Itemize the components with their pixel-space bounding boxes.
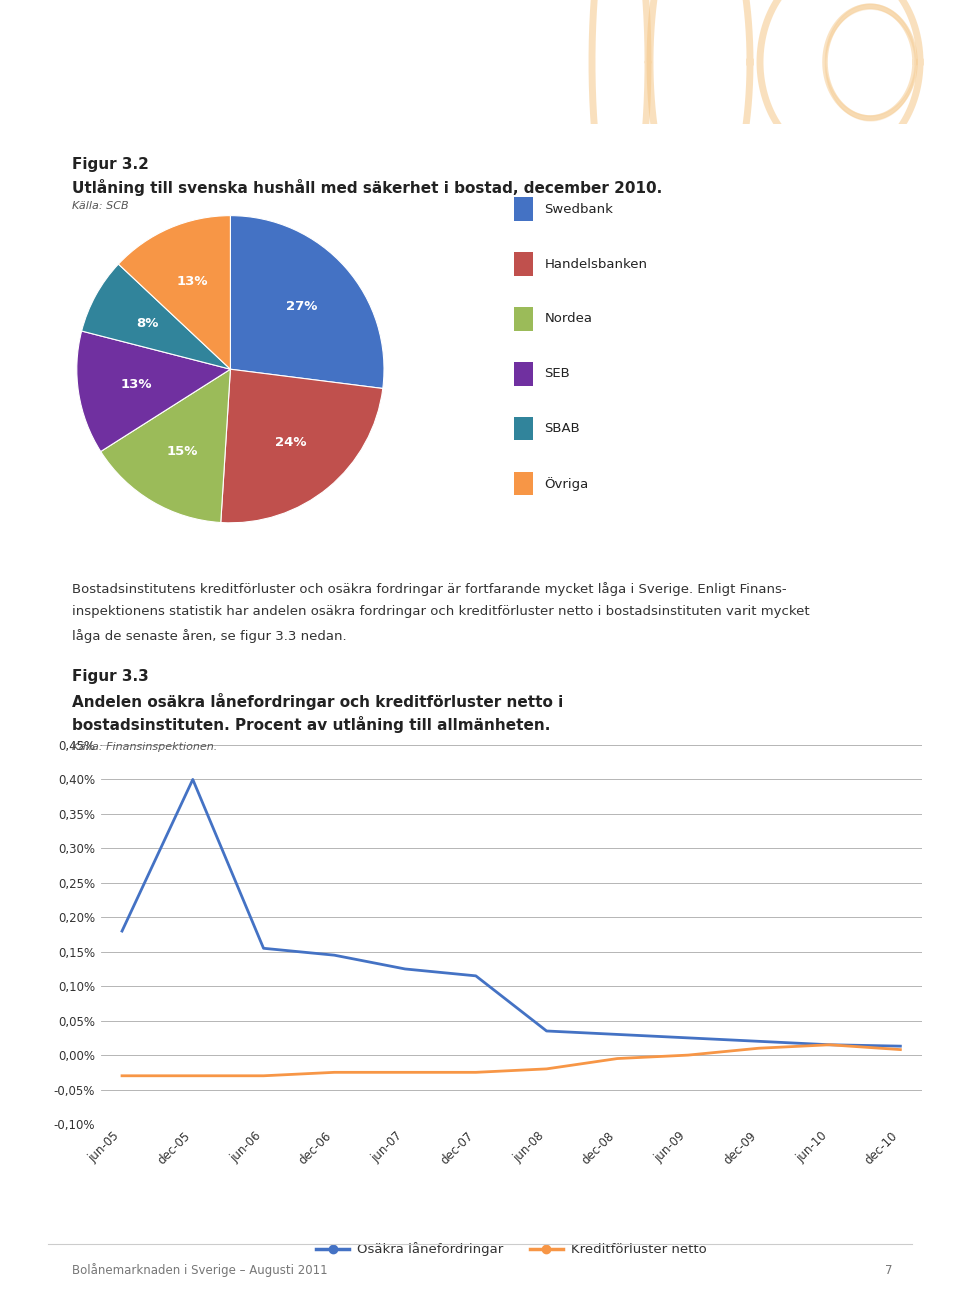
- Wedge shape: [82, 264, 230, 370]
- Legend: Osäkra lånefordringar, Kreditförluster netto: Osäkra lånefordringar, Kreditförluster n…: [311, 1236, 711, 1261]
- Text: Nordea: Nordea: [544, 312, 592, 325]
- Text: 8%: 8%: [135, 316, 158, 329]
- Text: Övriga: Övriga: [544, 477, 588, 490]
- Text: 27%: 27%: [286, 299, 318, 312]
- Text: 15%: 15%: [166, 444, 198, 457]
- Wedge shape: [221, 370, 383, 523]
- Text: 13%: 13%: [177, 276, 208, 289]
- Text: Bolånemarknaden i Sverige – Augusti 2011: Bolånemarknaden i Sverige – Augusti 2011: [72, 1264, 327, 1277]
- Text: SEB: SEB: [544, 367, 570, 380]
- Text: Handelsbanken: Handelsbanken: [544, 257, 647, 271]
- Text: Swedbank: Swedbank: [544, 203, 613, 216]
- Text: 24%: 24%: [276, 437, 307, 450]
- Text: SBAB: SBAB: [544, 422, 580, 435]
- Text: Bostadsinstitutens kreditförluster och osäkra fordringar är fortfarande mycket l: Bostadsinstitutens kreditförluster och o…: [72, 582, 786, 596]
- Text: Figur 3.3: Figur 3.3: [72, 669, 149, 684]
- Wedge shape: [230, 216, 384, 388]
- Text: Utlåning till svenska hushåll med säkerhet i bostad, december 2010.: Utlåning till svenska hushåll med säkerh…: [72, 179, 662, 196]
- Text: Andelen osäkra lånefordringar och kreditförluster netto i: Andelen osäkra lånefordringar och kredit…: [72, 693, 564, 710]
- Text: Källa: Finansinspektionen.: Källa: Finansinspektionen.: [72, 742, 217, 753]
- Text: Källa: SCB: Källa: SCB: [72, 201, 129, 212]
- Text: låga de senaste åren, se figur 3.3 nedan.: låga de senaste åren, se figur 3.3 nedan…: [72, 629, 347, 643]
- Text: inspektionens statistik har andelen osäkra fordringar och kreditförluster netto : inspektionens statistik har andelen osäk…: [72, 605, 809, 618]
- Wedge shape: [77, 331, 230, 451]
- Text: 13%: 13%: [121, 378, 152, 391]
- Wedge shape: [118, 216, 230, 370]
- Text: 7: 7: [885, 1264, 893, 1277]
- Wedge shape: [101, 370, 230, 523]
- Text: Figur 3.2: Figur 3.2: [72, 157, 149, 171]
- Text: bostadsinstituten. Procent av utlåning till allmänheten.: bostadsinstituten. Procent av utlåning t…: [72, 716, 550, 733]
